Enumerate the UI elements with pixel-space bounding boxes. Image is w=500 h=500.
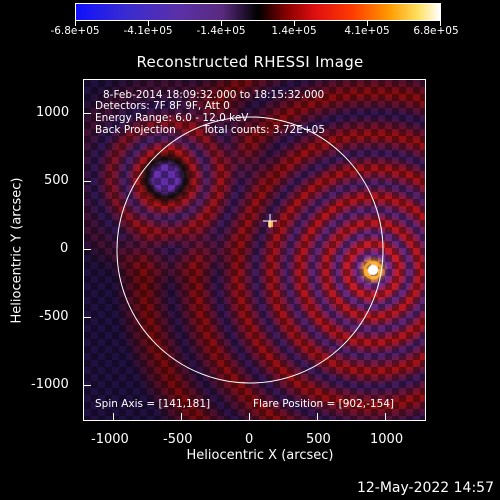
colorbar-tick (221, 21, 222, 26)
colorbar-label: 1.4e+05 (271, 25, 317, 37)
x-tick (181, 413, 182, 421)
colorbar-tick (367, 21, 368, 26)
colorbar-tick (75, 21, 76, 26)
colorbar-tick (294, 21, 295, 26)
x-tick-label: 0 (245, 432, 254, 447)
rhessi-image-canvas (84, 80, 425, 420)
x-tick-label: -500 (163, 432, 193, 447)
x-axis-title: Heliocentric X (arcsec) (186, 448, 334, 463)
info-energy: Energy Range: 6.0 - 12.0 keV (95, 112, 249, 124)
x-tick (385, 413, 386, 421)
flare-position-label: Flare Position = [902,-154] (253, 398, 395, 410)
timestamp: 12-May-2022 14:57 (356, 480, 494, 496)
y-tick (83, 385, 91, 386)
colorbar-label: -6.8e+05 (50, 25, 100, 37)
colorbar-tick (440, 21, 441, 26)
info-detectors: Detectors: 7F 8F 9F, Att 0 (95, 100, 230, 112)
y-tick (83, 249, 91, 250)
info-counts: Total counts: 3.72E+05 (203, 124, 326, 136)
rhessi-image[interactable]: 8-Feb-2014 18:09:32.000 to 18:15:32.000 … (83, 79, 426, 421)
y-axis-title: Heliocentric Y (arcsec) (9, 177, 25, 324)
colorbar-tick (148, 21, 149, 26)
info-time: 8-Feb-2014 18:09:32.000 to 18:15:32.000 (103, 89, 325, 101)
colorbar-label: -1.4e+05 (196, 25, 246, 37)
info-method: Back Projection (95, 124, 176, 136)
colorbar-label: 6.8e+05 (413, 25, 459, 37)
y-tick-label: -500 (39, 309, 69, 324)
solar-limb (116, 116, 384, 384)
flare-peak (368, 265, 378, 275)
x-tick (317, 413, 318, 421)
y-tick (83, 113, 91, 114)
spin-axis-label: Spin Axis = [141,181] (95, 398, 211, 410)
y-tick-label: 1000 (36, 105, 70, 120)
x-tick (113, 413, 114, 421)
y-tick-label: 500 (44, 173, 69, 188)
x-tick-label: 500 (306, 432, 331, 447)
image-title: Reconstructed RHESSI Image (136, 53, 364, 71)
y-tick (83, 317, 91, 318)
colorbar-label: 4.1e+05 (344, 25, 390, 37)
y-tick-label: -1000 (31, 377, 69, 392)
colorbar-label: -4.1e+05 (123, 25, 173, 37)
flare-halo (363, 260, 383, 280)
colorbar (75, 3, 441, 21)
y-tick (83, 181, 91, 182)
y-tick-label: 0 (60, 241, 69, 256)
x-tick-label: 1000 (370, 432, 404, 447)
x-tick (249, 413, 250, 421)
x-tick-label: -1000 (91, 432, 129, 447)
